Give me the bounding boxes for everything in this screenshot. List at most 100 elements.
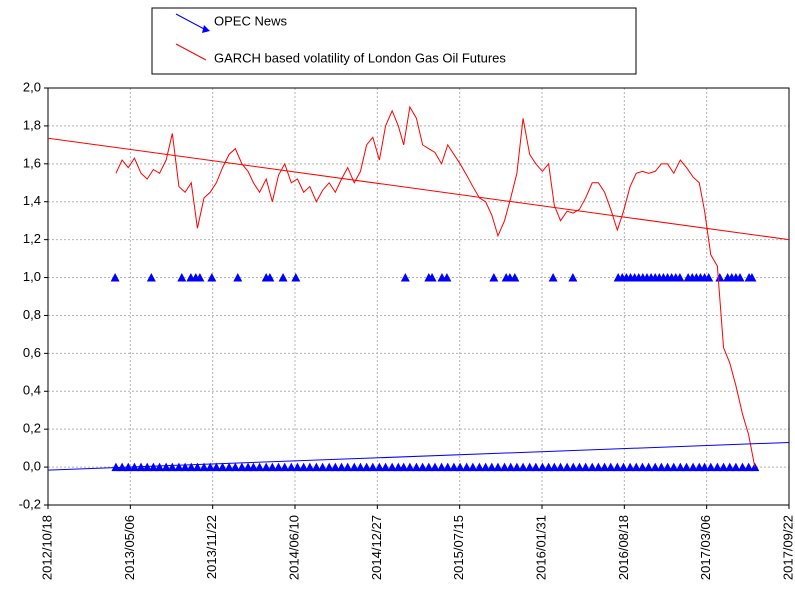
marker (637, 462, 647, 472)
marker (330, 462, 340, 472)
marker (278, 273, 288, 282)
legend-label: OPEC News (214, 13, 287, 28)
series-line (115, 105, 756, 468)
marker (261, 462, 271, 472)
marker (299, 462, 309, 472)
marker (161, 462, 171, 472)
marker (512, 462, 522, 472)
marker (712, 462, 722, 472)
marker (525, 462, 535, 472)
trend-line (48, 137, 789, 241)
marker (725, 462, 735, 472)
x-tick-label: 2012/10/18 (39, 515, 54, 580)
marker (612, 462, 622, 472)
legend-label: GARCH based volatility of London Gas Oil… (214, 50, 506, 65)
marker (437, 462, 447, 472)
marker (468, 462, 478, 472)
marker (574, 462, 584, 472)
y-tick-label: 0,2 (23, 421, 41, 436)
marker (167, 462, 177, 472)
marker (424, 462, 434, 472)
marker (195, 273, 205, 282)
x-tick-label: 2015/07/15 (451, 515, 466, 580)
marker (211, 462, 221, 472)
marker (318, 462, 328, 472)
marker (192, 462, 202, 472)
marker (619, 462, 629, 472)
marker (449, 462, 459, 472)
marker (291, 273, 301, 282)
marker (255, 462, 265, 472)
marker (493, 462, 503, 472)
marker (544, 462, 554, 472)
marker (355, 462, 365, 472)
trend-line (48, 441, 789, 471)
legend-line (175, 13, 207, 31)
marker (418, 462, 428, 472)
y-tick-label: 1,0 (23, 269, 41, 284)
marker (518, 462, 528, 472)
marker (205, 462, 215, 472)
x-tick-label: 2013/11/22 (204, 515, 219, 579)
marker (625, 462, 635, 472)
marker (274, 462, 284, 472)
y-tick-label: 0,8 (23, 307, 41, 322)
marker (111, 462, 121, 472)
marker (324, 462, 334, 472)
marker (155, 462, 165, 472)
marker (548, 273, 558, 282)
marker (474, 462, 484, 472)
marker (265, 273, 275, 282)
marker (593, 462, 603, 472)
marker (531, 462, 541, 472)
marker (305, 462, 315, 472)
marker (267, 462, 277, 472)
marker (237, 462, 247, 472)
marker (411, 462, 421, 472)
marker (549, 462, 559, 472)
marker (248, 462, 258, 472)
marker (581, 462, 591, 472)
marker (400, 273, 410, 282)
y-tick-label: 1,6 (23, 155, 41, 170)
marker (146, 273, 156, 282)
marker (650, 462, 660, 472)
marker (735, 273, 745, 282)
marker (587, 462, 597, 472)
y-tick-label: 0,6 (23, 345, 41, 360)
x-tick-label: 2014/06/10 (286, 515, 301, 580)
y-tick-label: 0,0 (23, 459, 41, 474)
marker (737, 462, 747, 472)
marker (280, 462, 290, 472)
marker (481, 462, 491, 472)
marker (174, 462, 184, 472)
marker (110, 273, 120, 282)
legend-box (151, 7, 637, 75)
marker (700, 462, 710, 472)
marker (311, 462, 321, 472)
marker (506, 462, 516, 472)
marker (688, 462, 698, 472)
marker (292, 462, 302, 472)
x-tick-label: 2016/08/18 (616, 515, 631, 580)
marker (510, 273, 520, 282)
x-tick-label: 2017/09/22 (780, 515, 795, 580)
marker (681, 462, 691, 472)
marker (600, 462, 610, 472)
legend-line (175, 43, 207, 61)
plot-frame (47, 87, 790, 506)
y-tick-label: 1,4 (23, 193, 41, 208)
y-tick-label: -0,2 (19, 496, 41, 511)
marker (381, 462, 391, 472)
marker (656, 462, 666, 472)
marker (177, 273, 187, 282)
marker (568, 273, 578, 282)
marker (399, 462, 409, 472)
marker (427, 273, 437, 282)
marker (669, 462, 679, 472)
marker (286, 462, 296, 472)
marker (186, 462, 196, 472)
marker (362, 462, 372, 472)
marker (719, 462, 729, 472)
